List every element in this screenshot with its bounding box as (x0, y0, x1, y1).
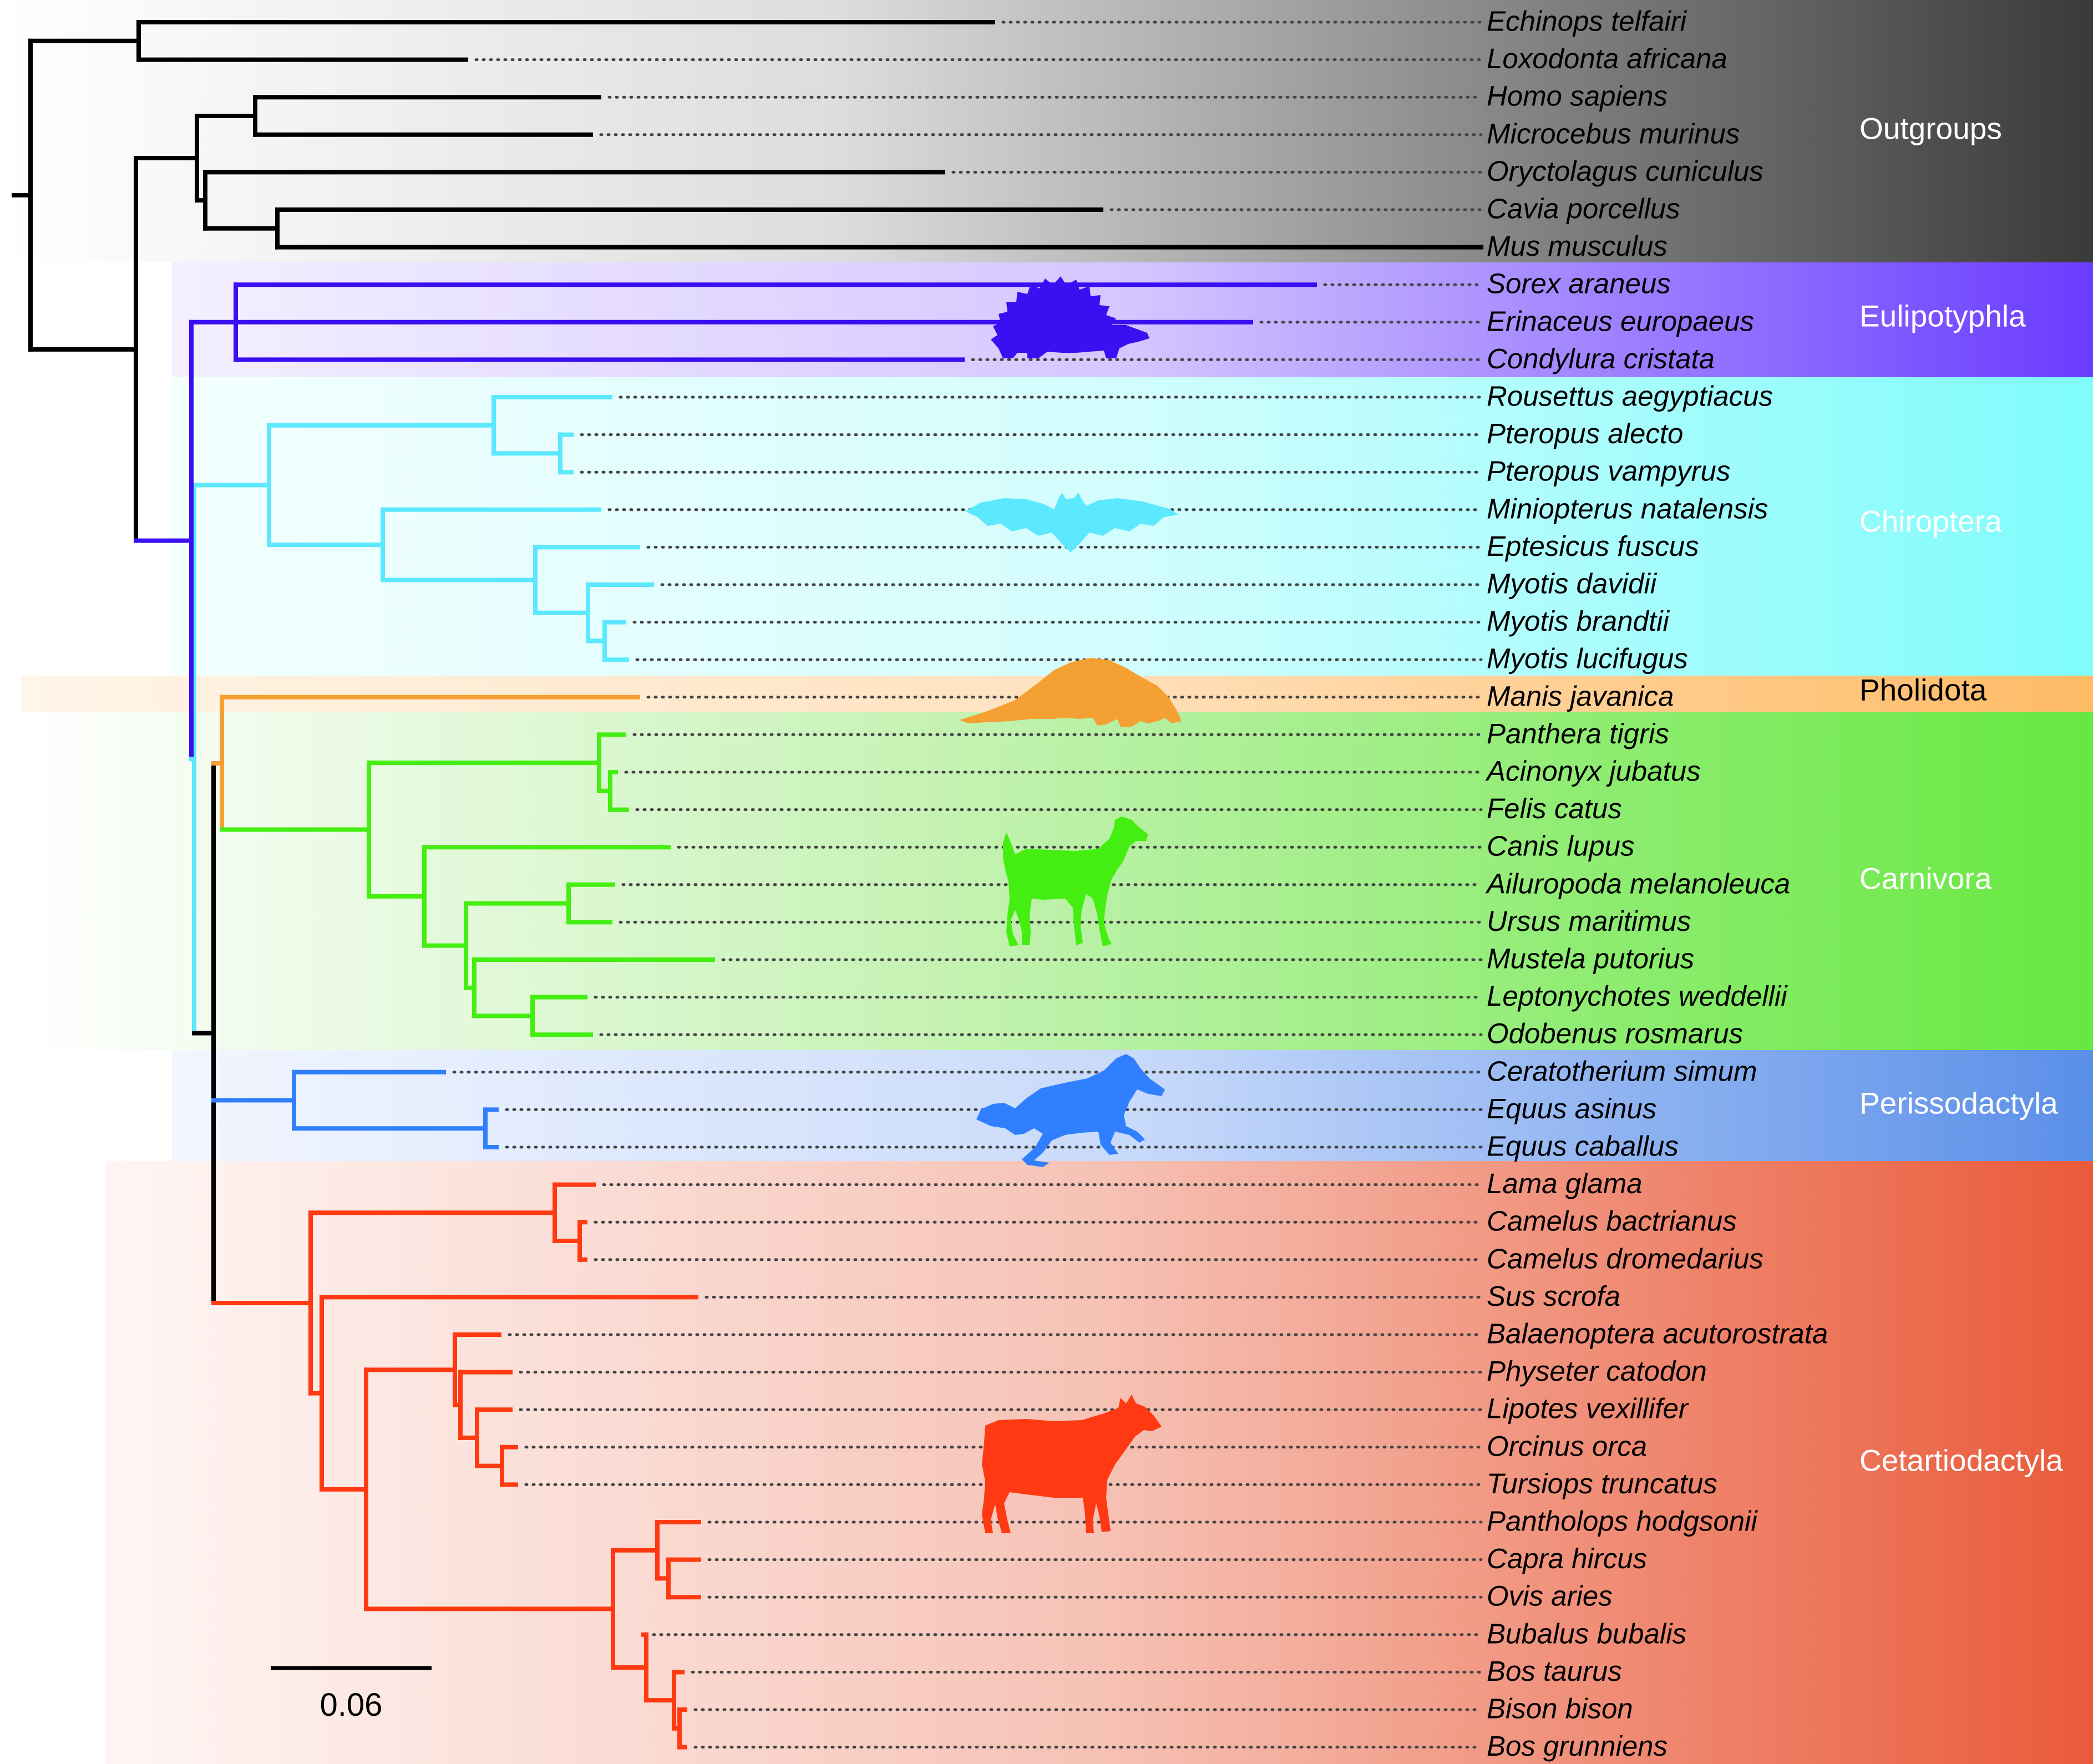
taxon-label: Ursus maritimus (1487, 905, 1691, 937)
taxon-label: Microcebus murinus (1487, 118, 1740, 149)
taxon-label: Echinops telfairi (1487, 5, 1687, 37)
taxon-label: Eptesicus fuscus (1487, 530, 1699, 562)
taxon-label: Canis lupus (1487, 830, 1634, 862)
taxon-label: Camelus dromedarius (1487, 1243, 1763, 1274)
taxon-label: Ceratotherium simum (1487, 1055, 1757, 1087)
taxon-label: Tursiops truncatus (1487, 1468, 1717, 1499)
taxon-label: Homo sapiens (1487, 80, 1668, 112)
scale-bar-label: 0.06 (320, 1687, 383, 1723)
taxon-label: Panthera tigris (1487, 718, 1669, 749)
taxon-label: Balaenoptera acutorostrata (1487, 1317, 1828, 1349)
taxon-label: Myotis davidii (1487, 567, 1658, 599)
taxon-label: Bison bison (1487, 1692, 1633, 1724)
taxon-label: Orcinus orca (1487, 1430, 1647, 1462)
taxon-label: Bubalus bubalis (1487, 1618, 1686, 1649)
taxon-label: Acinonyx jubatus (1485, 755, 1701, 787)
cow-icon (982, 1395, 1162, 1533)
taxon-label: Camelus bactrianus (1487, 1205, 1737, 1237)
group-label-chiroptera: Chiroptera (1859, 504, 2002, 539)
group-label-outgroups: Outgroups (1859, 111, 2002, 146)
taxon-label: Lama glama (1487, 1168, 1643, 1199)
group-label-carnivora: Carnivora (1859, 861, 1992, 896)
taxon-label: Capra hircus (1487, 1543, 1647, 1574)
taxon-label: Mus musculus (1487, 230, 1668, 262)
taxon-label: Ailuropoda melanoleuca (1485, 868, 1790, 899)
tree-branches (12, 20, 1483, 1750)
taxon-label: Leptonychotes weddellii (1487, 980, 1788, 1012)
taxon-label: Myotis lucifugus (1487, 643, 1688, 675)
pangolin-icon (960, 658, 1182, 727)
taxon-label: Ovis aries (1487, 1580, 1613, 1612)
taxon-label: Loxodonta africana (1487, 43, 1727, 74)
taxon-label: Miniopterus natalensis (1487, 493, 1768, 524)
taxon-label: Pantholops hodgsonii (1487, 1505, 1758, 1537)
scale-bar: 0.06 (271, 1666, 432, 1723)
group-label-perissodactyla: Perissodactyla (1859, 1086, 2058, 1121)
taxon-label: Equus asinus (1487, 1093, 1656, 1124)
taxon-label: Sus scrofa (1487, 1280, 1620, 1312)
taxon-labels: Echinops telfairi Loxodonta africana Homo … (1485, 5, 1828, 1762)
taxon-label: Physeter catodon (1487, 1355, 1707, 1387)
taxon-label: Myotis brandtii (1487, 605, 1670, 637)
taxon-label: Bos taurus (1487, 1655, 1622, 1687)
taxon-label: Manis javanica (1487, 680, 1674, 712)
taxon-label: Mustela putorius (1487, 942, 1694, 974)
bat-icon (965, 493, 1178, 552)
group-label-eulipotyphla: Eulipotyphla (1859, 299, 2026, 333)
hedgehog-icon (991, 276, 1149, 358)
group-label-pholidota: Pholidota (1859, 673, 1987, 707)
dog-icon (1003, 817, 1148, 946)
group-labels: Outgroups Eulipotyphla Chiroptera Pholidota… (1859, 111, 2063, 1478)
taxon-label: Condylura cristata (1487, 343, 1715, 374)
taxon-label: Pteropus vampyrus (1487, 455, 1730, 487)
taxon-label: Lipotes vexillifer (1487, 1393, 1689, 1425)
taxon-label: Sorex araneus (1487, 268, 1671, 300)
taxon-label: Erinaceus europaeus (1487, 305, 1754, 337)
taxon-label: Odobenus rosmarus (1487, 1018, 1743, 1050)
taxon-label: Felis catus (1487, 793, 1622, 824)
taxon-label: Rousettus aegyptiacus (1487, 380, 1773, 412)
taxon-label: Cavia porcellus (1487, 192, 1680, 224)
horse-icon (976, 1054, 1165, 1167)
taxon-label: Bos grunniens (1487, 1730, 1668, 1762)
band-outgroups (0, 0, 2093, 262)
leader-lines (452, 21, 1483, 1749)
taxon-label: Pteropus alecto (1487, 418, 1683, 449)
group-label-cetartiodactyla: Cetartiodactyla (1859, 1443, 2063, 1478)
taxon-label: Equus caballus (1487, 1130, 1679, 1162)
taxon-label: Oryctolagus cuniculus (1487, 155, 1763, 187)
